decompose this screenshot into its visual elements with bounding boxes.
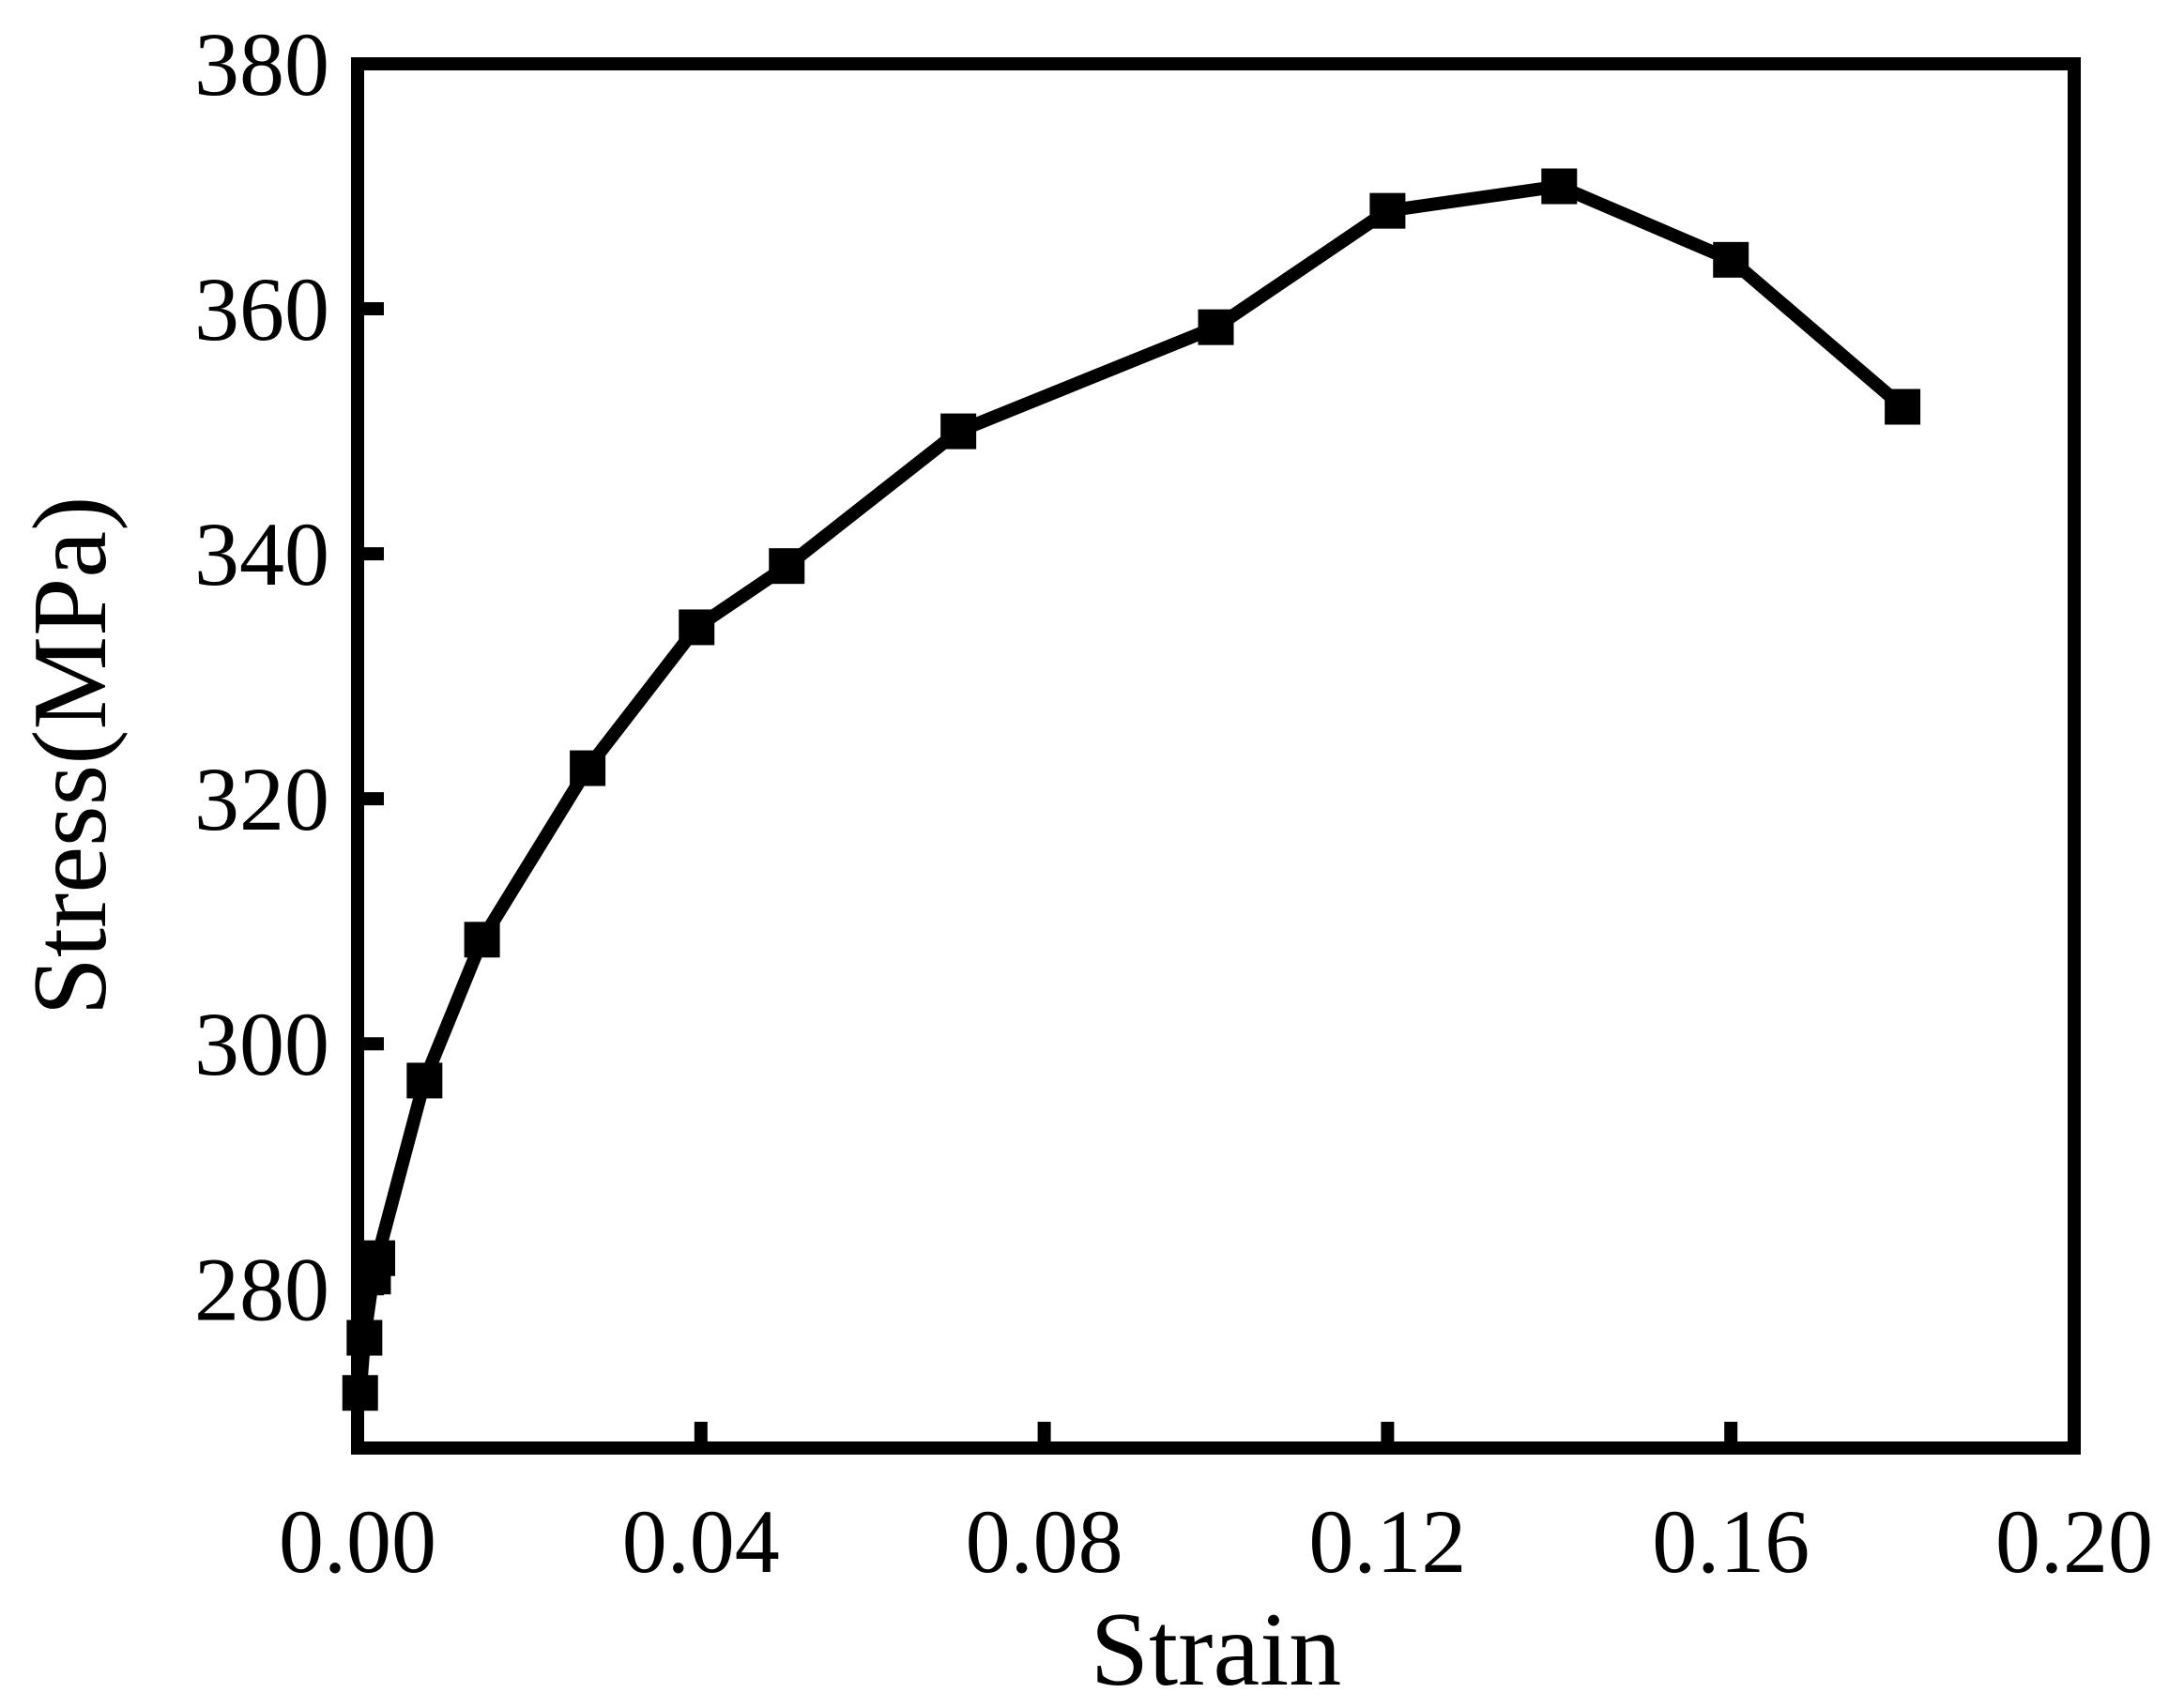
x-tick-label: 0.04 — [622, 1491, 780, 1592]
x-axis-title: Strain — [1091, 1592, 1342, 1708]
data-point-marker — [406, 1062, 443, 1099]
x-axis-ticks: 0.00 0.04 0.08 0.12 0.16 0.20 — [279, 1422, 2153, 1592]
series-layer — [342, 168, 1921, 1411]
x-tick-label: 0.16 — [1652, 1491, 1810, 1592]
data-point-marker — [464, 922, 500, 958]
data-point-marker — [679, 609, 715, 646]
data-point-marker — [1885, 389, 1921, 425]
y-tick-label: 280 — [194, 1239, 329, 1339]
plot-frame — [351, 57, 2081, 1455]
data-point-marker — [1369, 192, 1406, 229]
y-tick-label: 300 — [194, 994, 329, 1094]
x-tick-label: 0.20 — [1995, 1491, 2153, 1592]
data-point-marker — [1198, 309, 1234, 345]
y-tick-label: 340 — [194, 504, 329, 604]
y-axis-title: Stress(MPa) — [12, 496, 129, 1016]
y-tick-label: 380 — [194, 14, 329, 114]
data-point-marker — [940, 413, 977, 450]
data-point-marker — [769, 548, 805, 585]
data-point-marker — [570, 750, 606, 786]
x-tick-label: 0.12 — [1308, 1491, 1466, 1592]
x-tick-label: 0.08 — [966, 1491, 1123, 1592]
series-line — [353, 179, 1907, 1394]
x-tick-label: 0.00 — [279, 1491, 436, 1592]
y-tick-label: 320 — [194, 749, 329, 849]
y-axis-ticks: 280 300 320 340 360 380 — [194, 14, 384, 1339]
data-point-marker — [1541, 168, 1578, 205]
data-point-marker — [359, 1240, 396, 1276]
data-point-marker — [1713, 241, 1749, 278]
y-tick-label: 360 — [194, 259, 329, 359]
